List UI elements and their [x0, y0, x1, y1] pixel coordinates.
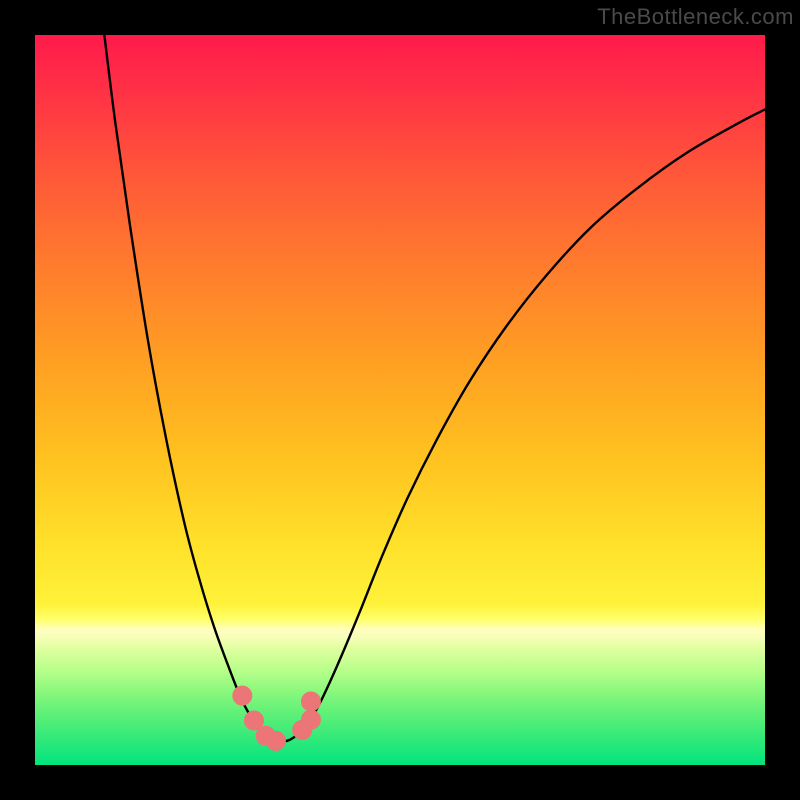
chart-overlay	[35, 35, 765, 765]
bottleneck-curve	[104, 35, 765, 742]
plot-area	[35, 35, 765, 765]
chart-canvas: TheBottleneck.com	[0, 0, 800, 800]
marker-dot	[233, 686, 252, 705]
marker-dot	[266, 731, 285, 750]
marker-group	[233, 686, 321, 750]
marker-dot	[301, 692, 320, 711]
marker-dot	[245, 711, 264, 730]
watermark-text: TheBottleneck.com	[597, 4, 794, 30]
marker-dot	[301, 710, 320, 729]
